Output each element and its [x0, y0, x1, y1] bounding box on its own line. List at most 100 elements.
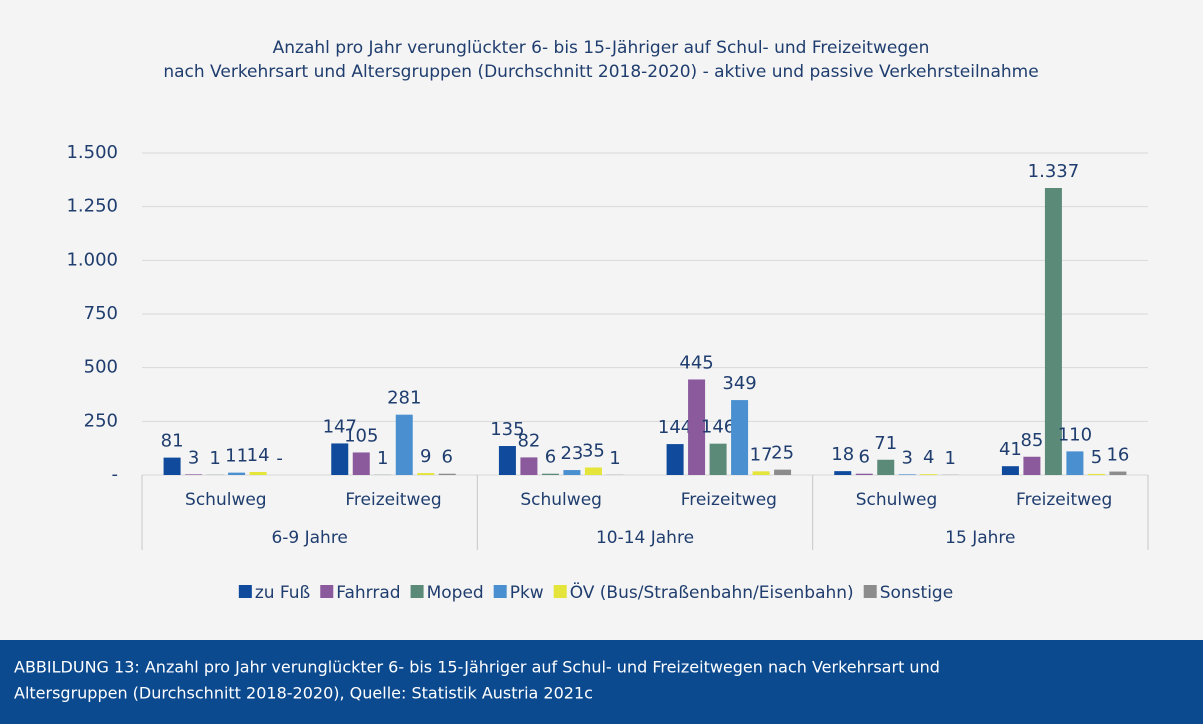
bar: [249, 471, 267, 475]
bar: [1109, 471, 1127, 475]
bar: [731, 400, 749, 475]
data-label: 5: [1091, 447, 1102, 468]
data-label: 6: [442, 447, 453, 468]
caption: Altersgruppen (Durchschnitt 2018-2020), …: [14, 684, 593, 703]
data-label: 1: [945, 448, 956, 469]
data-label: 81: [161, 431, 184, 452]
data-label: 35: [582, 440, 605, 461]
data-label: 17: [750, 444, 773, 465]
legend-swatch: [863, 585, 877, 598]
chart-title: Anzahl pro Jahr verunglückter 6- bis 15-…: [273, 38, 930, 58]
group-label: 15 Jahre: [945, 528, 1015, 548]
data-label: 41: [999, 439, 1022, 460]
data-label: 1: [377, 448, 388, 469]
background: [0, 0, 1203, 640]
legend-label: Sonstige: [880, 583, 953, 603]
legend-label: zu Fuß: [255, 583, 310, 603]
data-label: 16: [1106, 445, 1129, 466]
legend-label: Pkw: [510, 583, 544, 603]
chart-title: nach Verkehrsart und Altersgruppen (Durc…: [163, 62, 1038, 82]
x-tick-label: Freizeitweg: [681, 490, 777, 510]
bar: [834, 471, 852, 475]
bar: [709, 443, 727, 475]
x-tick-label: Schulweg: [856, 490, 938, 510]
data-label: 110: [1058, 424, 1092, 445]
group-label: 6-9 Jahre: [271, 528, 347, 548]
x-tick-label: Schulweg: [185, 490, 267, 510]
bar: [1001, 466, 1019, 475]
bar: [417, 473, 435, 475]
bar: [498, 446, 516, 475]
data-label: 4: [923, 447, 934, 468]
caption: ABBILDUNG 13: Anzahl pro Jahr verunglück…: [14, 658, 940, 677]
data-label: 9: [420, 446, 431, 467]
data-label: 3: [902, 447, 913, 468]
bar: [898, 474, 916, 475]
bar: [774, 469, 792, 475]
bar: [563, 470, 581, 475]
bar: [438, 473, 456, 475]
data-label: 135: [490, 419, 524, 440]
legend-label: Moped: [427, 583, 484, 603]
y-tick-label: 1.250: [66, 196, 118, 217]
data-label: 6: [859, 447, 870, 468]
y-tick-label: 500: [84, 357, 118, 378]
bar: [920, 474, 938, 475]
bar: [1066, 451, 1084, 475]
data-label: 82: [517, 430, 540, 451]
bar: [1023, 456, 1041, 475]
legend-label: Fahrrad: [336, 583, 400, 603]
data-label: 1: [609, 448, 620, 469]
bar: [877, 459, 895, 475]
y-tick-label: 1.500: [66, 142, 118, 163]
caption-band: [0, 640, 1203, 724]
data-label: 14: [247, 445, 270, 466]
data-label: 1.337: [1028, 161, 1080, 182]
bar: [520, 457, 538, 475]
y-tick-label: -: [112, 464, 119, 485]
bar: [331, 443, 349, 475]
data-label: 147: [323, 416, 357, 437]
legend-swatch: [320, 585, 334, 598]
data-label: 6: [545, 447, 556, 468]
legend-swatch: [410, 585, 424, 598]
data-label: 445: [679, 352, 713, 373]
bar: [688, 379, 706, 475]
bar: [185, 474, 203, 475]
y-tick-label: 1.000: [66, 249, 118, 270]
bar: [395, 414, 413, 475]
bar: [541, 473, 559, 475]
data-label: 349: [722, 373, 756, 394]
data-label: 146: [701, 417, 735, 438]
x-tick-label: Schulweg: [520, 490, 602, 510]
data-label: 3: [188, 447, 199, 468]
data-label: 105: [344, 425, 378, 446]
bar: [1087, 473, 1105, 475]
data-label: 1: [209, 448, 220, 469]
bar: [352, 452, 370, 475]
group-label: 10-14 Jahre: [596, 528, 694, 548]
data-label: 23: [560, 443, 583, 464]
x-tick-label: Freizeitweg: [345, 490, 441, 510]
bar: [752, 471, 770, 475]
data-label: 11: [225, 446, 248, 467]
y-tick-label: 750: [84, 303, 118, 324]
x-tick-label: Freizeitweg: [1016, 490, 1112, 510]
legend-swatch: [493, 585, 507, 598]
legend-swatch: [238, 585, 252, 598]
data-label: -: [276, 448, 283, 469]
data-label: 25: [771, 443, 794, 464]
bar: [1044, 187, 1062, 475]
legend-label: ÖV (Bus/Straßenbahn/Eisenbahn): [570, 581, 854, 603]
data-label: 85: [1020, 430, 1043, 451]
bar: [855, 473, 873, 475]
data-label: 144: [658, 417, 692, 438]
data-label: 71: [874, 433, 897, 454]
bar: [228, 472, 246, 475]
bar: [163, 457, 181, 475]
data-label: 281: [387, 388, 421, 409]
bar: [666, 444, 684, 475]
bar: [584, 467, 602, 475]
data-label: 18: [831, 444, 854, 465]
